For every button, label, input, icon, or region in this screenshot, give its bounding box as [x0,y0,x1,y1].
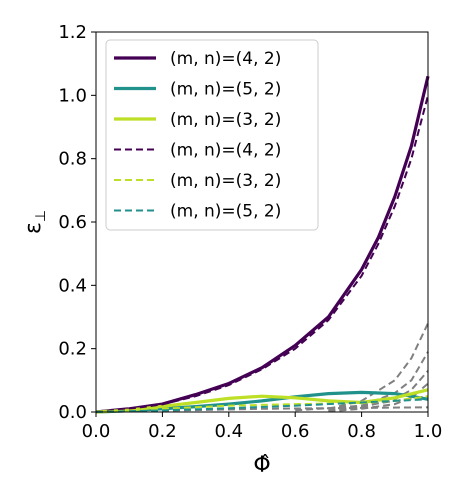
legend: (m, n)=(4, 2) (m, n)=(5, 2) (m, n)=(3, 2) (… [105,39,319,231]
y-tick-label: 0.4 [58,275,87,296]
y-tick-label: 0.2 [58,339,87,360]
x-tick-label: 1.0 [414,421,443,442]
dashed-series-line [95,398,429,413]
legend-label: (m, n)=(5, 2) [170,80,281,100]
y-tick-label: 1.2 [58,22,87,43]
y-axis-label-main: ε [21,222,46,234]
dashed-series-line [95,95,429,413]
series-layer [95,75,430,414]
legend-label: (m, n)=(3, 2) [170,171,281,191]
y-tick-label: 0.0 [58,402,87,423]
y-tick-label: 1.0 [58,85,87,106]
y-axis-label: ε⊥ [21,210,49,234]
solid-series-line [95,388,429,414]
y-tick-label: 0.6 [58,212,87,233]
x-tick-label: 0.0 [82,421,111,442]
legend-box [105,39,319,231]
legend-label: (m, n)=(5, 2) [170,202,281,222]
plot-frame [95,31,429,413]
y-axis-label-subscript: ⊥ [33,210,49,222]
axis-ticks: 0.0 0.2 0.4 0.6 0.8 1.0 0.0 0.2 0.4 0.6 0.8 1.0 1.2 [58,22,442,442]
legend-label: (m, n)=(4, 2) [170,49,281,69]
x-tick-label: 0.8 [347,421,376,442]
x-tick-label: 0.4 [214,421,243,442]
legend-label: (m, n)=(4, 2) [170,141,281,161]
y-tick-label: 0.8 [58,149,87,170]
x-tick-label: 0.2 [148,421,177,442]
x-axis-label: Φ̂ [253,453,270,478]
legend-label: (m, n)=(3, 2) [170,110,281,130]
x-tick-label: 0.6 [281,421,310,442]
